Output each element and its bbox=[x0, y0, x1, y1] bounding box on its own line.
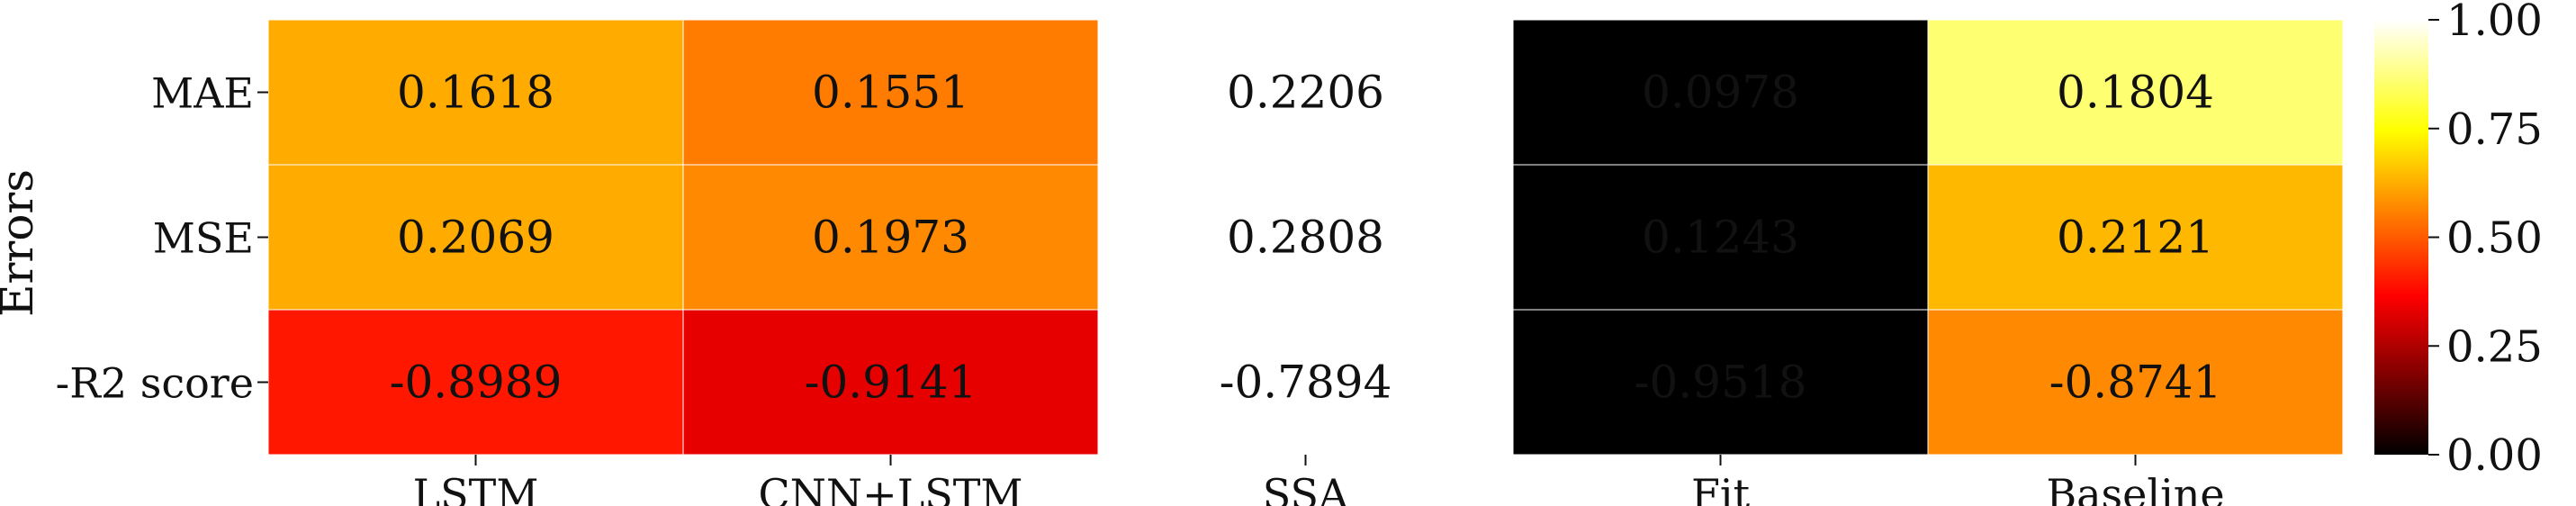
heatmap-cell bbox=[1512, 164, 1929, 311]
column-label: CNN+LSTM bbox=[758, 470, 1022, 506]
colorbar-tick-label: 0.75 bbox=[2446, 104, 2543, 155]
heatmap-cell bbox=[682, 309, 1099, 456]
column-label: Baseline bbox=[2046, 470, 2224, 506]
cell-value-label: 0.2069 bbox=[397, 212, 554, 264]
colorbar-tick-label: 0.50 bbox=[2446, 213, 2543, 264]
colorbar bbox=[2374, 20, 2428, 455]
colorbar-tick-label: 0.00 bbox=[2446, 430, 2543, 481]
column-label: Fit bbox=[1691, 470, 1751, 506]
cell-value-label: -0.9141 bbox=[805, 357, 977, 409]
column-label: SSA bbox=[1263, 470, 1349, 506]
heatmap-cells bbox=[267, 19, 2344, 456]
cell-value-label: 0.2121 bbox=[2057, 212, 2214, 264]
y-axis-label: Errors bbox=[0, 169, 43, 317]
heatmap-cell bbox=[1512, 19, 1929, 166]
colorbar-tick-label: 0.25 bbox=[2446, 321, 2543, 372]
heatmap-labels: 0.1618 0.1551 0.2206 0.0978 0.1804 0.2069 0.19… bbox=[56, 67, 2225, 506]
cell-value-label: 0.1973 bbox=[812, 212, 969, 264]
colorbar-tick-label: 1.00 bbox=[2446, 0, 2543, 46]
row-label: MSE bbox=[153, 214, 254, 263]
cell-value-label: 0.1551 bbox=[812, 67, 969, 119]
row-label: MAE bbox=[151, 69, 254, 118]
cell-value-label: 0.1243 bbox=[1642, 212, 1799, 264]
cell-value-label: 0.2808 bbox=[1227, 212, 1384, 264]
heatmap-cell bbox=[267, 164, 684, 311]
cell-value-label: -0.8989 bbox=[390, 357, 563, 409]
cell-value-label: -0.9518 bbox=[1635, 357, 1807, 409]
heatmap-cell bbox=[682, 19, 1099, 166]
heatmap-cell bbox=[682, 164, 1099, 311]
column-label: LSTM bbox=[413, 470, 539, 506]
colorbar-ticks: 0.00 0.25 0.50 0.75 1.00 bbox=[2428, 0, 2543, 481]
row-label: -R2 score bbox=[56, 359, 254, 408]
heatmap-cell bbox=[1927, 19, 2344, 166]
cell-value-label: 0.2206 bbox=[1227, 67, 1384, 119]
cell-value-label: 0.0978 bbox=[1642, 67, 1799, 119]
cell-value-label: 0.1804 bbox=[2057, 67, 2214, 119]
cell-value-label: 0.1618 bbox=[397, 67, 554, 119]
cell-value-label: -0.7894 bbox=[1220, 357, 1392, 409]
heatmap-cell bbox=[1927, 309, 2344, 456]
heatmap-cell bbox=[267, 19, 684, 166]
heatmap-cell bbox=[1927, 164, 2344, 311]
cell-value-label: -0.8741 bbox=[2049, 357, 2222, 409]
